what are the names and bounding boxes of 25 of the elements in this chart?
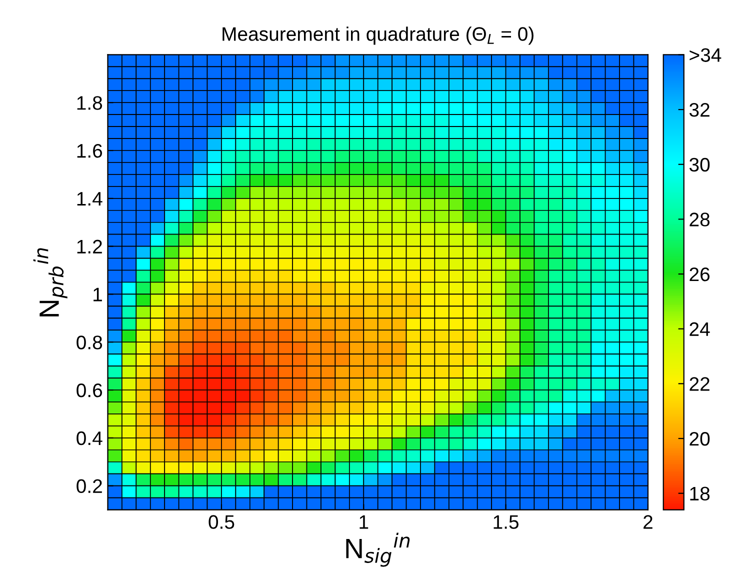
y-tick-label: 0.8 <box>76 336 102 350</box>
color-bar-label: 24 <box>690 322 710 336</box>
y-axis-title: N$_{prb}$$^{in}$ <box>33 248 68 316</box>
y-tick-label: 1.8 <box>77 96 102 110</box>
y-tick-label: 1 <box>94 288 102 302</box>
y-tick-label: 0.4 <box>76 431 102 446</box>
x-tick-label: 1.5 <box>494 515 519 529</box>
y-tick-label: 1.4 <box>77 192 102 206</box>
y-tick-label: 1.2 <box>77 240 102 254</box>
color-bar-label: 18 <box>690 486 710 501</box>
x-tick-label: 1 <box>360 515 368 529</box>
color-bar-label: 28 <box>690 212 710 226</box>
color-bar-label: 22 <box>690 377 710 391</box>
color-bar-label: 20 <box>690 432 710 446</box>
y-tick-label: 0.6 <box>76 383 102 398</box>
x-axis-title: N$_{sig}$$^{in}$ <box>346 532 410 567</box>
x-tick-label: 2 <box>644 515 652 529</box>
color-bar-label: 30 <box>689 158 710 172</box>
chart-title: Measurement in quadrature (Θ$_{L}$ = 0) <box>222 26 534 45</box>
color-bar-label: 26 <box>690 267 710 282</box>
x-tick-label: 0.5 <box>208 515 234 529</box>
y-tick-label: 0.2 <box>76 479 102 494</box>
color-bar-label: 32 <box>689 103 710 117</box>
color-bar-label: >34 <box>690 48 722 62</box>
y-tick-label: 1.6 <box>77 144 102 158</box>
